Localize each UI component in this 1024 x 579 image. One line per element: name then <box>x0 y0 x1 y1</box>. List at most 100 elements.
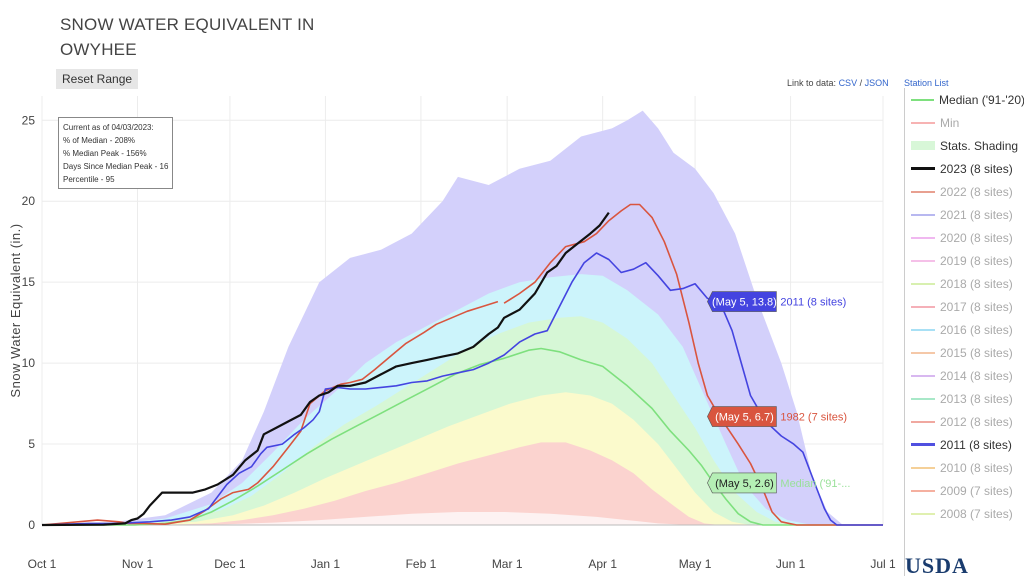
x-tick-label: Feb 1 <box>406 557 437 571</box>
info-pct-median: % of Median - 208% <box>63 136 136 145</box>
legend-swatch <box>911 141 935 150</box>
legend-swatch <box>911 443 935 446</box>
station-list-link[interactable]: Station List <box>904 78 949 88</box>
legend-item[interactable]: 2021 (8 sites) <box>905 203 1024 226</box>
legend-swatch <box>911 420 935 423</box>
legend-label: 2020 (8 sites) <box>940 230 1013 245</box>
csv-link[interactable]: CSV <box>838 78 858 88</box>
legend-item[interactable]: Min <box>905 111 1024 134</box>
annotation-value: (May 5, 6.7) <box>715 412 774 424</box>
annotation-series-label: 2011 (8 sites) <box>780 297 846 309</box>
x-tick-label: Mar 1 <box>492 557 523 571</box>
legend-item[interactable]: 2015 (8 sites) <box>905 341 1024 364</box>
legend-item[interactable]: Median ('91-'20) <box>905 88 1024 111</box>
y-tick-label: 10 <box>22 356 36 370</box>
x-tick-label: Dec 1 <box>214 557 246 571</box>
band-50th <box>42 392 883 525</box>
legend-label: 2012 (8 sites) <box>940 414 1013 429</box>
legend-item[interactable]: 2011 (8 sites) <box>905 433 1024 456</box>
series-1982-7-sites <box>41 300 499 526</box>
legend-label: 2017 (8 sites) <box>940 299 1013 314</box>
legend-item[interactable]: 2020 (8 sites) <box>905 226 1024 249</box>
legend-label: Min <box>940 115 960 130</box>
legend-swatch <box>911 374 935 377</box>
annotation-box <box>707 472 777 494</box>
series-lines <box>41 203 883 527</box>
annotation-box <box>707 291 777 312</box>
legend-item[interactable]: 2018 (8 sites) <box>905 272 1024 295</box>
legend-label: 2023 (8 sites) <box>940 161 1013 176</box>
x-tick-label: Nov 1 <box>122 557 154 571</box>
legend-item[interactable]: 2014 (8 sites) <box>905 364 1024 387</box>
link-separator: / <box>859 78 863 88</box>
data-links: Link to data: CSV / JSON <box>787 78 889 88</box>
y-tick-label: 15 <box>22 275 36 289</box>
legend-label: 2013 (8 sites) <box>940 391 1013 406</box>
legend-item[interactable]: 2010 (8 sites) <box>905 456 1024 479</box>
legend-item[interactable]: Stats. Shading <box>905 134 1024 157</box>
current-stats-box: Current as of 04/03/2023: % of Median - … <box>58 117 173 189</box>
info-current-date: Current as of 04/03/2023: <box>63 123 154 132</box>
legend-item[interactable]: 2013 (8 sites) <box>905 387 1024 410</box>
reset-range-button[interactable]: Reset Range <box>56 69 139 89</box>
usda-logo: USDA <box>905 553 969 578</box>
annotation-series-label: 1982 (7 sites) <box>780 412 847 424</box>
annotation-value: (May 5, 13.8) <box>712 297 777 309</box>
legend-item[interactable]: 2008 (7 sites) <box>905 502 1024 525</box>
legend-item[interactable]: 2023 (8 sites) <box>905 157 1024 180</box>
legend-swatch <box>911 282 935 285</box>
legend-label: Stats. Shading <box>940 138 1019 153</box>
json-link[interactable]: JSON <box>864 78 889 88</box>
legend-label: 2011 (8 sites) <box>940 437 1012 452</box>
legend-swatch <box>911 190 935 193</box>
legend-label: 2019 (8 sites) <box>940 253 1013 268</box>
annotation-series-label: Median ('91-... <box>780 478 850 490</box>
hover-annotations: (May 5, 13.8) 2011 (8 sites) (May 5, 6.7) 1… <box>707 291 850 494</box>
legend-label: 2014 (8 sites) <box>940 368 1013 383</box>
legend-swatch <box>911 98 935 101</box>
legend-item[interactable]: 2012 (8 sites) <box>905 410 1024 433</box>
info-pct-peak: % Median Peak - 156% <box>63 149 147 158</box>
series-2023-8-sites <box>41 211 610 527</box>
legend-item[interactable]: 2016 (8 sites) <box>905 318 1024 341</box>
annotation-value: (May 5, 2.6) <box>715 478 774 490</box>
legend-swatch <box>911 213 935 216</box>
y-axis-title: Snow Water Equivalent (in.) <box>8 223 23 397</box>
legend-label: 2018 (8 sites) <box>940 276 1013 291</box>
annotation-box <box>707 406 777 427</box>
legend-label: 2008 (7 sites) <box>940 506 1013 521</box>
legend-label: 2016 (8 sites) <box>940 322 1013 337</box>
y-tick-label: 25 <box>22 113 36 127</box>
legend-item[interactable]: 2017 (8 sites) <box>905 295 1024 318</box>
legend-swatch <box>911 351 935 354</box>
legend-item[interactable]: 2009 (7 sites) <box>905 479 1024 502</box>
legend-item[interactable]: 2019 (8 sites) <box>905 249 1024 272</box>
chart-title: SNOW WATER EQUIVALENT IN OWYHEE <box>60 12 314 62</box>
legend-swatch <box>911 328 935 331</box>
legend-swatch <box>911 167 935 170</box>
legend-swatch <box>911 121 935 124</box>
legend-swatch <box>911 489 935 492</box>
legend-swatch <box>911 305 935 308</box>
legend-swatch <box>911 466 935 469</box>
band-10th <box>42 512 883 525</box>
legend-swatch <box>911 512 935 515</box>
legend-swatch <box>911 259 935 262</box>
x-tick-label: May 1 <box>679 557 712 571</box>
legend-swatch <box>911 236 935 239</box>
band-30th <box>42 442 883 525</box>
legend-label: 2009 (7 sites) <box>940 483 1013 498</box>
legend-label: Median ('91-'20) <box>939 92 1024 107</box>
axes: 0 5 10 15 20 25 Oct 1 Nov 1 Dec 1 Jan 1 Feb 1 Mar 1… <box>8 113 896 571</box>
chart-title-line2: OWYHEE <box>60 40 137 59</box>
legend-label: 2021 (8 sites) <box>940 207 1013 222</box>
chart-title-line1: SNOW WATER EQUIVALENT IN <box>60 15 315 34</box>
y-tick-label: 5 <box>28 437 35 451</box>
y-tick-label: 0 <box>28 518 35 532</box>
legend-item[interactable]: 2022 (8 sites) <box>905 180 1024 203</box>
x-tick-label: Jan 1 <box>311 557 341 571</box>
legend: Median ('91-'20) Min Stats. Shading 2023 (8… <box>904 88 1024 576</box>
x-tick-label: Jun 1 <box>776 557 806 571</box>
y-tick-label: 20 <box>22 194 36 208</box>
